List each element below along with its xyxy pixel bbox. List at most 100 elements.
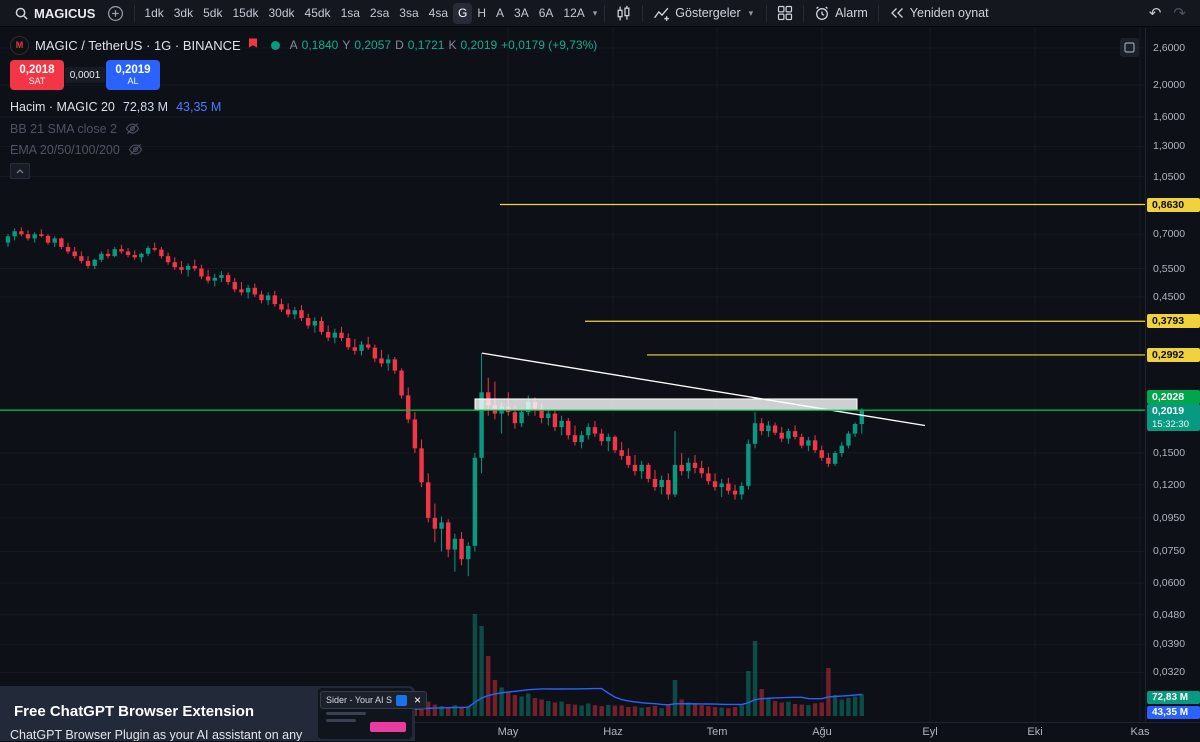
eye-slash-icon[interactable] (125, 121, 140, 136)
pane-maximize-icon (1124, 42, 1135, 53)
volume-ma-label: 43,35 M (1147, 706, 1200, 719)
replay-icon (890, 8, 903, 18)
interval-button-H[interactable]: H (477, 5, 487, 20)
price-line-label: 0,8630 (1147, 197, 1200, 212)
symbol-search-button[interactable]: MAGICUS (8, 2, 101, 24)
price-tick-label: 0,0390 (1153, 638, 1186, 651)
toolbar-separator (642, 4, 644, 22)
interval-button-3sa[interactable]: 3sa (399, 5, 419, 20)
toolbar-separator (803, 4, 805, 22)
ad-close-button[interactable]: × (414, 693, 422, 707)
volume-value: 72,83 M (122, 100, 169, 114)
chevron-up-icon (16, 168, 24, 173)
replay-button[interactable]: Yeniden oynat (883, 2, 995, 24)
search-icon (15, 7, 28, 20)
undo-button[interactable]: ↶ (1143, 2, 1168, 24)
low-value: 0,1721 (407, 38, 445, 52)
sell-price: 0,2018 (19, 64, 55, 76)
price-tick-label: 0,0750 (1153, 545, 1186, 558)
interval-button-6A[interactable]: 6A (538, 5, 554, 20)
time-axis-label: Ağu (812, 726, 832, 738)
volume-legend-row[interactable]: Hacim · MAGIC 20 72,83 M 43,35 M (10, 100, 221, 114)
indicators-icon (654, 7, 670, 21)
top-toolbar: MAGICUS 1dk 3dk 5dk 15dk 30dk 45dk 1sa 2sa 3sa 4s… (0, 0, 1200, 27)
candlestick-icon (617, 5, 630, 20)
ad-install-button[interactable] (370, 722, 406, 732)
layout-grid-button[interactable] (771, 2, 799, 24)
plus-circle-icon (108, 5, 124, 21)
price-line-label: 0,2028 (1147, 390, 1200, 405)
alarm-button[interactable]: Alarm (808, 2, 874, 24)
time-axis-label: Haz (603, 726, 623, 738)
grid-layout-icon (778, 5, 793, 21)
symbol-logo: M (10, 35, 29, 55)
price-line-label: 0,3793 (1147, 314, 1200, 329)
price-tick-label: 1,0500 (1153, 170, 1186, 183)
interval-button-5dk[interactable]: 5dk (203, 5, 223, 20)
interval-button-15dk[interactable]: 15dk (232, 5, 259, 20)
ad-tooltip: Sider - Your AI S × (320, 691, 428, 709)
toolbar-separator (877, 4, 879, 22)
volume-label: Hacim · MAGIC 20 (10, 100, 115, 114)
indicators-caret-icon: ▾ (748, 7, 754, 18)
sell-label: SAT (28, 76, 46, 86)
symbol-title[interactable]: MAGIC / TetherUS · 1G · BINANCE (35, 37, 241, 53)
volume-value-label: 72,83 M (1147, 691, 1200, 704)
market-status-dot[interactable] (270, 40, 280, 50)
price-tick-label: 1,6000 (1153, 110, 1186, 123)
price-tick-label: 2,0000 (1153, 79, 1186, 92)
pane-maximize-button[interactable] (1120, 38, 1139, 57)
interval-button-3dk[interactable]: 3dk (173, 5, 194, 20)
ad-title: Free ChatGPT Browser Extension (14, 703, 255, 720)
replay-label: Yeniden oynat (909, 6, 989, 20)
price-tick-label: 1,3000 (1153, 140, 1186, 153)
time-axis-label: Eyl (922, 726, 938, 738)
indicators-button[interactable]: Göstergeler ▾ (647, 2, 762, 24)
time-axis-label: Eki (1027, 726, 1043, 738)
chart-type-button[interactable] (609, 2, 638, 24)
interval-button-4sa[interactable]: 4sa (428, 5, 448, 20)
redo-icon: ↷ (1173, 4, 1186, 22)
ad-tooltip-text: Sider - Your AI S (326, 695, 393, 705)
hidden-indicator-bb[interactable]: BB 21 SMA close 2 (10, 121, 140, 136)
price-tick-label: 0,1200 (1153, 478, 1186, 491)
price-tick-label: 0,7000 (1153, 228, 1186, 241)
price-tick-label: 0,0480 (1153, 608, 1186, 621)
eye-slash-icon[interactable] (128, 142, 143, 157)
flag-icon[interactable] (247, 38, 259, 52)
price-tick-label: 2,6000 (1153, 41, 1186, 54)
symbol-add-button[interactable] (101, 2, 130, 24)
interval-button-45dk[interactable]: 45dk (304, 5, 331, 20)
interval-button-G[interactable]: G (453, 2, 473, 24)
interval-button-2sa[interactable]: 2sa (369, 5, 390, 20)
interval-button-1sa[interactable]: 1sa (340, 5, 360, 20)
low-label: D (395, 38, 404, 52)
sell-button[interactable]: 0,2018 SAT (10, 60, 64, 90)
hidden-indicator-ema[interactable]: EMA 20/50/100/200 (10, 142, 143, 157)
buy-button[interactable]: 0,2019 AL (106, 60, 160, 90)
interval-button-3A[interactable]: 3A (514, 5, 529, 20)
legend-collapse-button[interactable] (10, 163, 30, 179)
time-axis-label: May (497, 726, 519, 738)
price-tick-label: 0,1500 (1153, 447, 1186, 459)
ema-indicator-label: EMA 20/50/100/200 (10, 142, 120, 157)
undo-icon: ↶ (1148, 4, 1162, 22)
toolbar-separator (134, 4, 136, 22)
time-axis-label: Tem (706, 726, 728, 738)
redo-button[interactable]: ↷ (1167, 2, 1192, 24)
interval-menu-caret-icon[interactable]: ▾ (592, 7, 598, 18)
volume-ma-value: 43,35 M (176, 100, 222, 114)
price-axis[interactable]: 2,6000 2,0000 1,6000 1,3000 1,0500 0,7000 0,55… (1145, 28, 1200, 722)
spread-value: 0,0001 (65, 67, 105, 83)
price-tick-label: 0,0600 (1153, 577, 1186, 590)
symbol-legend-row: M MAGIC / TetherUS · 1G · BINANCE A 0,184… (10, 35, 598, 55)
thumbnail-text-line (326, 712, 366, 715)
interval-button-12A[interactable]: 12A (563, 5, 585, 20)
chart-canvas[interactable] (0, 28, 1145, 722)
interval-group: 1dk 3dk 5dk 15dk 30dk 45dk 1sa 2sa 3sa 4sa G H A 3A 6A… (139, 2, 589, 24)
interval-button-30dk[interactable]: 30dk (268, 5, 295, 20)
interval-button-A[interactable]: A (496, 5, 505, 20)
ohlc-values: A 0,1840 Y 0,2057 D 0,1721 K 0,2019 +0,0179 … (290, 38, 598, 52)
price-tick-label: 0,4500 (1153, 290, 1186, 303)
interval-button-1dk[interactable]: 1dk (144, 5, 164, 20)
